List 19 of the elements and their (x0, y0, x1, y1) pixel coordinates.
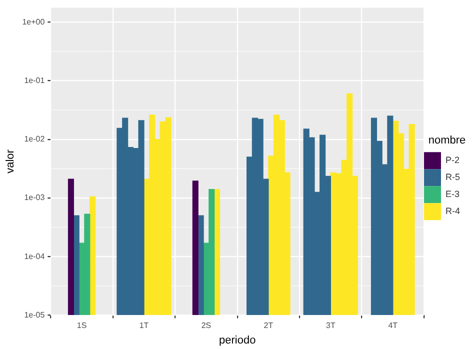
legend-label: R-5 (446, 172, 460, 182)
x-tick-label: 2S (201, 321, 212, 330)
x-tick-label: 3T (326, 321, 336, 330)
y-tick-label: 1e-05 (24, 310, 46, 320)
x-tick-label: 4T (388, 321, 398, 330)
legend-label: R-4 (446, 206, 460, 216)
y-tick-label: 1e+00 (22, 17, 46, 26)
legend-label: P-2 (446, 155, 460, 166)
legend-label: E-3 (446, 189, 460, 200)
x-tick-label: 1S (76, 321, 87, 330)
y-tick-label: 1e-01 (24, 76, 46, 85)
x-tick-label: 1T (139, 321, 149, 330)
legend-title: nombre (428, 134, 466, 146)
y-tick-label: 1e-04 (24, 252, 46, 261)
x-axis-title: periodo (218, 334, 256, 346)
x-tick-label: 2T (264, 321, 274, 330)
y-tick-label: 1e-02 (24, 134, 46, 144)
y-tick-label: 1e-03 (24, 193, 46, 202)
y-axis-title: valor (4, 149, 17, 174)
